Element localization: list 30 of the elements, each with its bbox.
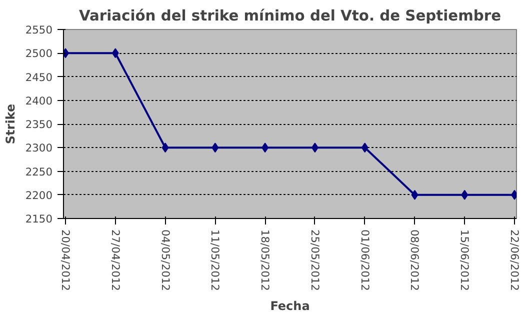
x-tick-label: 11/05/2012 [208, 230, 222, 291]
y-tick-label: 2150 [25, 212, 53, 226]
x-tick-label: 22/06/2012 [508, 230, 522, 291]
y-tick-label: 2550 [25, 24, 53, 36]
x-tick-label: 15/06/2012 [458, 230, 472, 291]
y-axis-title: Strike [3, 104, 18, 144]
point [262, 142, 269, 153]
point [311, 142, 318, 153]
y-tick-label: 2450 [25, 70, 53, 84]
x-tick-label: 04/05/2012 [158, 230, 172, 291]
point [162, 142, 169, 153]
point [411, 190, 418, 200]
y-tick-label: 2500 [25, 47, 53, 60]
point [361, 142, 368, 153]
x-tick-label: 20/04/2012 [58, 230, 72, 291]
x-tick-label: 08/06/2012 [408, 230, 422, 291]
point [461, 190, 468, 200]
y-tick-label: 2200 [25, 188, 53, 202]
x-tick-label: 25/05/2012 [308, 230, 322, 291]
point [112, 48, 119, 58]
point [212, 142, 219, 153]
x-tick-label: 18/05/2012 [258, 230, 272, 291]
y-tick-label: 2400 [25, 94, 53, 108]
x-tick-label: 01/06/2012 [358, 230, 372, 291]
x-tick-label: 27/04/2012 [108, 230, 122, 291]
y-tick-label: 2300 [25, 142, 53, 155]
x-axis-title: Fecha [270, 298, 310, 313]
y-tick-label: 2250 [25, 165, 53, 178]
y-tick-label: 2350 [25, 118, 53, 131]
chart-title: Variación del strike mínimo del Vto. de Septiembre [78, 8, 502, 24]
